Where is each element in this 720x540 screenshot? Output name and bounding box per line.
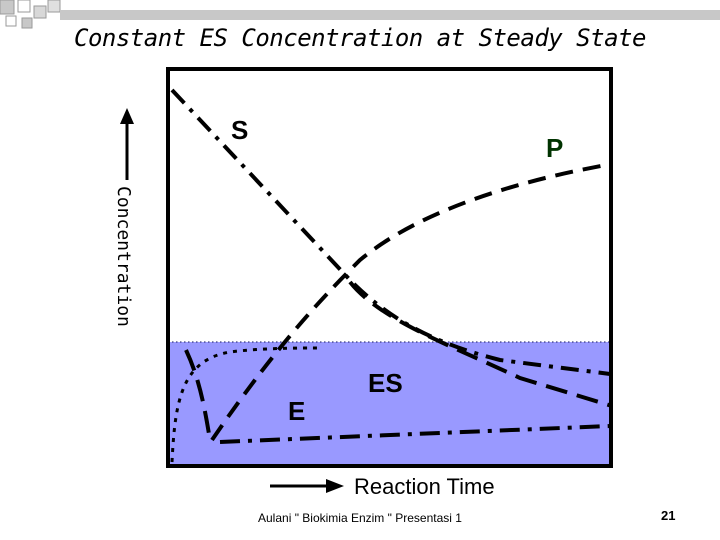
- title-decoration: [0, 0, 720, 29]
- curve-e: [184, 280, 613, 441]
- plot-frame: [166, 67, 613, 468]
- label-s: S: [231, 115, 249, 145]
- x-arrow-head: [326, 479, 344, 493]
- slide-title: Constant ES Concentration at Steady Stat…: [74, 24, 646, 52]
- curve-es: [170, 346, 321, 463]
- label-e: E: [288, 396, 306, 426]
- y-arrow-head: [120, 108, 134, 124]
- label-es: ES: [368, 368, 403, 398]
- y-axis-label: Concentration: [106, 186, 136, 346]
- curve-es-baseline: [219, 424, 611, 444]
- slide-footer: Aulani " Biokimia Enzim " Presentasi 1: [258, 511, 462, 525]
- page-number: 21: [661, 508, 676, 523]
- x-axis-label: Reaction Time: [354, 474, 495, 499]
- label-p: P: [546, 133, 564, 163]
- steady-state-band: [168, 342, 610, 466]
- y-axis-label-text: Concentration: [113, 186, 134, 327]
- curve-p: [210, 162, 613, 442]
